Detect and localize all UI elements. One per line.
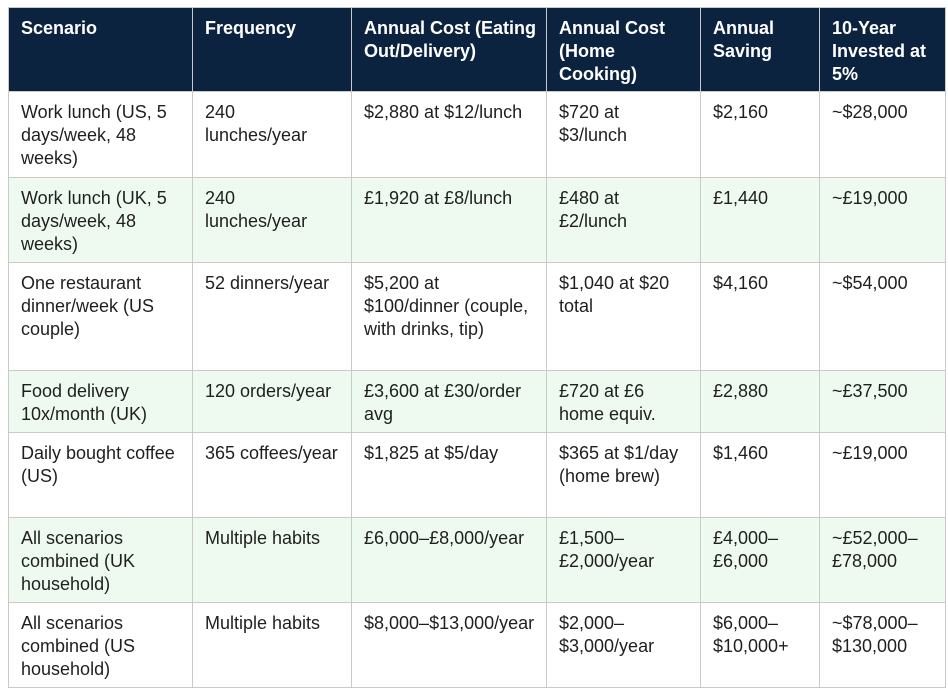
table-cell: One restaurant dinner/week (US couple) [8, 262, 193, 371]
table-cell: $1,460 [700, 432, 820, 518]
table-cell: All scenarios combined (UK household) [8, 517, 193, 603]
savings-table: Scenario Frequency Annual Cost (Eating Out… [8, 7, 946, 688]
table-cell: ~$78,000–$130,000 [819, 602, 946, 688]
table-cell: £1,440 [700, 177, 820, 263]
table-cell: 365 coffees/year [192, 432, 352, 518]
table-cell: $720 at $3/lunch [546, 91, 701, 178]
table-row: All scenarios combined (US household) Mul… [8, 602, 946, 688]
table-cell: £480 at £2/lunch [546, 177, 701, 263]
table-cell: $2,160 [700, 91, 820, 178]
table-cell: ~$54,000 [819, 262, 946, 371]
table-cell: Food delivery 10x/month (UK) [8, 370, 193, 433]
header-cell: Annual Cost (Home Cooking) [546, 7, 701, 92]
table-cell: $1,825 at $5/day [351, 432, 547, 518]
table-cell: 120 orders/year [192, 370, 352, 433]
table-cell: £3,600 at £30/order avg [351, 370, 547, 433]
table-cell: Work lunch (US, 5 days/week, 48 weeks) [8, 91, 193, 178]
header-cell: Scenario [8, 7, 193, 92]
table-cell: ~£19,000 [819, 432, 946, 518]
table-cell: Work lunch (UK, 5 days/week, 48 weeks) [8, 177, 193, 263]
header-cell: Frequency [192, 7, 352, 92]
table-cell: 52 dinners/year [192, 262, 352, 371]
table-cell: $2,880 at $12/lunch [351, 91, 547, 178]
header-cell: 10-Year Invested at 5% [819, 7, 946, 92]
table-cell: £1,920 at £8/lunch [351, 177, 547, 263]
table-cell: $365 at $1/day (home brew) [546, 432, 701, 518]
table-cell: £6,000–£8,000/year [351, 517, 547, 603]
table-cell: £4,000–£6,000 [700, 517, 820, 603]
table-cell: 240 lunches/year [192, 91, 352, 178]
header-row: Scenario Frequency Annual Cost (Eating Out… [8, 7, 946, 92]
table-cell: $6,000–$10,000+ [700, 602, 820, 688]
table-row: Food delivery 10x/month (UK) 120 orders/y… [8, 370, 946, 433]
table-cell: £2,880 [700, 370, 820, 433]
table-cell: £720 at £6 home equiv. [546, 370, 701, 433]
table-cell: ~£19,000 [819, 177, 946, 263]
header-cell: Annual Cost (Eating Out/Delivery) [351, 7, 547, 92]
header-cell: Annual Saving [700, 7, 820, 92]
table-cell: $5,200 at $100/dinner (couple, with drin… [351, 262, 547, 371]
table-row: All scenarios combined (UK household) Mul… [8, 517, 946, 603]
table-row: Work lunch (US, 5 days/week, 48 weeks) 24… [8, 91, 946, 178]
table-cell: $8,000–$13,000/year [351, 602, 547, 688]
table-row: Daily bought coffee (US) 365 coffees/year… [8, 432, 946, 518]
table-row: Work lunch (UK, 5 days/week, 48 weeks) 24… [8, 177, 946, 263]
table-cell: Multiple habits [192, 602, 352, 688]
table-cell: $1,040 at $20 total [546, 262, 701, 371]
table-cell: $2,000–$3,000/year [546, 602, 701, 688]
table-cell: Multiple habits [192, 517, 352, 603]
table-cell: $4,160 [700, 262, 820, 371]
table-cell: ~$28,000 [819, 91, 946, 178]
table-cell: ~£37,500 [819, 370, 946, 433]
table-row: One restaurant dinner/week (US couple) 52… [8, 262, 946, 371]
table-cell: All scenarios combined (US household) [8, 602, 193, 688]
table-cell: ~£52,000–£78,000 [819, 517, 946, 603]
table-cell: Daily bought coffee (US) [8, 432, 193, 518]
table-cell: 240 lunches/year [192, 177, 352, 263]
table-cell: £1,500–£2,000/year [546, 517, 701, 603]
